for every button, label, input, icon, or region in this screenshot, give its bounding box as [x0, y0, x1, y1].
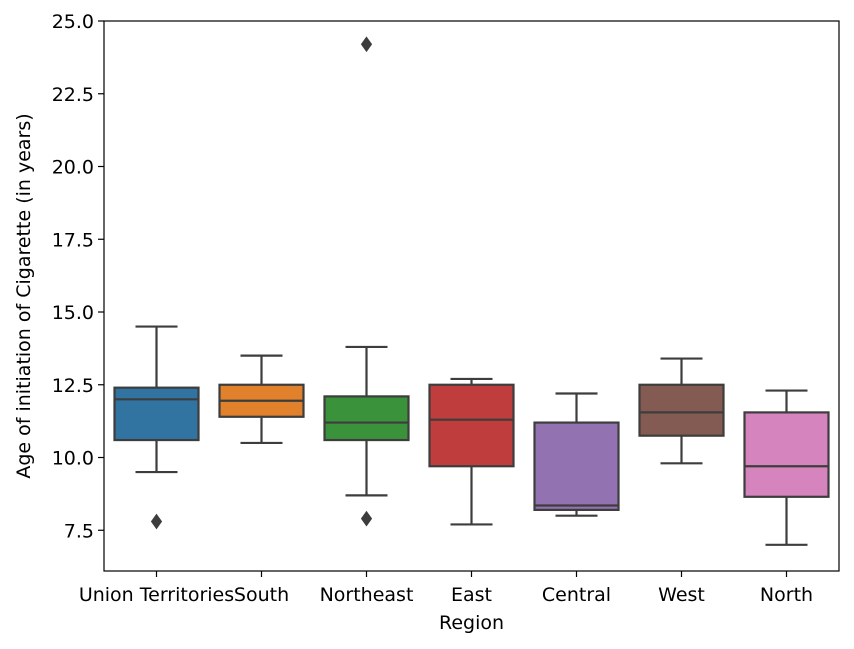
- x-tick-label: East: [451, 584, 492, 606]
- y-tick-label: 25.0: [52, 11, 94, 33]
- box-iqr: [428, 383, 515, 468]
- box-union-territories: [113, 325, 200, 530]
- x-tick-label: West: [658, 584, 705, 606]
- plot-content: [113, 36, 830, 546]
- x-tick-label: Central: [542, 584, 611, 606]
- x-tick-label: Northeast: [320, 584, 414, 606]
- y-tick-label: 10.0: [52, 448, 94, 470]
- x-tick-label: South: [234, 584, 289, 606]
- x-axis: Union Territories South Northeast East Centr…: [79, 571, 813, 606]
- y-tick-label: 20.0: [52, 157, 94, 179]
- box-iqr: [113, 386, 200, 442]
- outlier-point: [360, 36, 373, 53]
- box-iqr: [638, 383, 725, 437]
- box-northeast: [323, 36, 410, 527]
- x-tick-label: North: [760, 584, 813, 606]
- outlier-point: [150, 513, 163, 530]
- y-tick-label: 22.5: [52, 84, 94, 106]
- box-central: [533, 392, 620, 517]
- x-tick-label: Union Territories: [79, 584, 234, 606]
- box-east: [428, 377, 515, 526]
- y-tick-label: 15.0: [52, 302, 94, 324]
- y-tick-label: 7.5: [64, 520, 94, 542]
- y-axis-label: Age of initiation of Cigarette (in years…: [13, 113, 35, 478]
- box-west: [638, 357, 725, 465]
- box-iqr: [743, 411, 830, 498]
- box-iqr: [323, 395, 410, 442]
- outlier-point: [360, 510, 373, 527]
- y-tick-label: 12.5: [52, 375, 94, 397]
- box-iqr: [533, 421, 620, 511]
- y-tick-label: 17.5: [52, 229, 94, 251]
- x-axis-label: Region: [439, 612, 504, 634]
- box-north: [743, 389, 830, 546]
- y-axis: 7.5 10.0 12.5 15.0 17.5 20.0 22.5 25.0: [52, 11, 104, 542]
- box-south: [218, 354, 305, 445]
